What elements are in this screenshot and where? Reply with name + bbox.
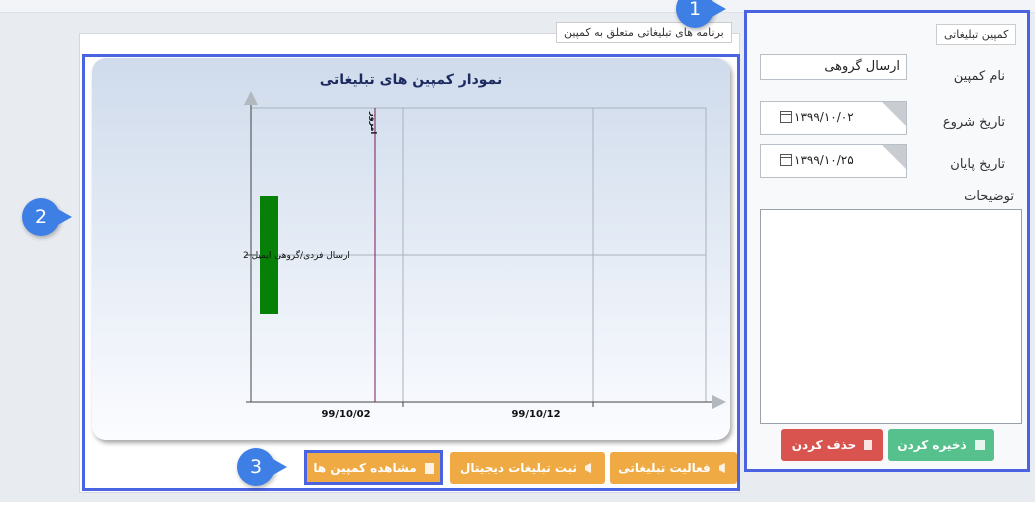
trash-icon: [864, 440, 873, 450]
chart-highlight-outline: [82, 54, 740, 491]
floppy-icon: [974, 440, 985, 450]
calendar-icon[interactable]: [780, 154, 792, 166]
campaign-gantt-chart: نمودار کمپین های تبلیغاتی امروز ارسال فر…: [92, 58, 730, 440]
start-date-value: ۱۳۹۹/۱۰/۰۲: [794, 110, 854, 124]
end-date-label: تاریخ پایان: [950, 157, 1005, 172]
programs-panel-legend: برنامه های تبلیغاتی متعلق به کمپین: [556, 22, 732, 43]
save-label: ذخیره کردن: [897, 438, 967, 452]
x-tick-label-2: 99/10/12: [511, 409, 560, 420]
callout-badge-3: 3: [237, 448, 287, 486]
x-tick-label-1: 99/10/02: [321, 409, 370, 420]
callout-pointer: [710, 0, 726, 18]
start-date-label: تاریخ شروع: [942, 115, 1005, 130]
delete-button[interactable]: حذف کردن: [781, 429, 883, 461]
callout-number: 2: [34, 206, 48, 228]
calendar-icon[interactable]: [780, 111, 792, 123]
datepicker-corner: [882, 102, 906, 126]
campaign-form-legend: کمپین تبلیغاتی: [936, 24, 1017, 45]
callout-pointer: [271, 458, 287, 476]
description-textarea[interactable]: [760, 209, 1022, 424]
document-icon: [424, 462, 434, 474]
megaphone-icon: [718, 463, 725, 473]
y-category-label: ارسال فردی/گروهی ایمیل 2: [243, 249, 350, 261]
today-label: امروز: [369, 111, 378, 135]
register-digital-ads-button[interactable]: ثبت تبلیغات دیجیتال: [450, 452, 605, 484]
bullhorn-icon: [585, 463, 592, 473]
top-strip: [0, 0, 1035, 13]
start-date-input[interactable]: ۱۳۹۹/۱۰/۰۲: [760, 101, 907, 135]
y-axis-arrow: [244, 91, 258, 105]
advertising-activity-label: فعالیت تبلیغاتی: [618, 461, 711, 475]
bottom-band: [0, 502, 1035, 532]
advertising-activity-button[interactable]: فعالیت تبلیغاتی: [610, 452, 737, 484]
view-campaigns-button[interactable]: مشاهده کمپین ها: [306, 452, 441, 484]
save-button[interactable]: ذخیره کردن: [888, 429, 994, 461]
chart-svg: امروز ارسال فردی/گروهی ایمیل 2 99/10/02 …: [243, 91, 726, 420]
gantt-bar: [260, 196, 278, 314]
delete-label: حذف کردن: [791, 438, 857, 452]
datepicker-corner: [882, 145, 906, 169]
callout-number: 3: [249, 456, 263, 478]
x-axis-arrow: [712, 395, 726, 409]
register-digital-ads-label: ثبت تبلیغات دیجیتال: [459, 461, 578, 475]
description-label: توضیحات: [964, 189, 1014, 204]
callout-pointer: [56, 208, 72, 226]
chart-title: نمودار کمپین های تبلیغاتی: [319, 72, 503, 88]
campaign-form-panel: کمپین تبلیغاتی نام کمپین ارسال گروهی تار…: [744, 10, 1030, 472]
campaign-name-input[interactable]: ارسال گروهی: [760, 54, 907, 80]
end-date-input[interactable]: ۱۳۹۹/۱۰/۲۵: [760, 144, 907, 178]
view-campaigns-highlight: [304, 450, 443, 485]
campaign-name-label: نام کمپین: [953, 69, 1005, 84]
callout-badge-2: 2: [22, 198, 72, 236]
view-campaigns-label: مشاهده کمپین ها: [313, 461, 417, 475]
callout-number: 1: [688, 0, 702, 20]
end-date-value: ۱۳۹۹/۱۰/۲۵: [794, 153, 854, 167]
